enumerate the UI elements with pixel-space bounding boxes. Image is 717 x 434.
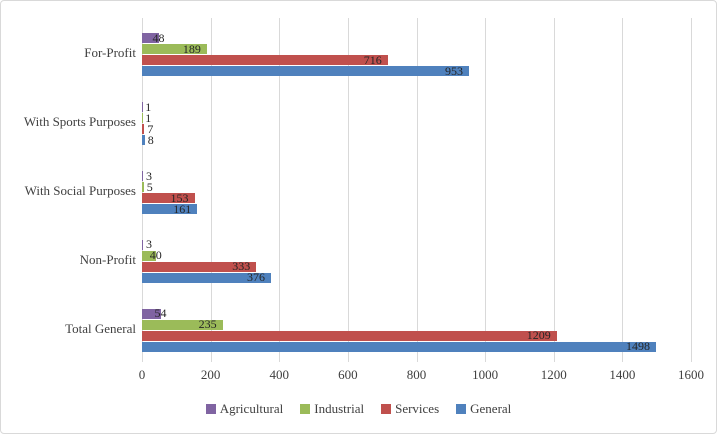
data-label-general-5: 1498 (626, 339, 650, 354)
legend-item-agricultural: Agricultural (205, 401, 284, 417)
plot-area: 48 189 716 953 1 1 7 8 3 5 153 161 3 40 333 376 54 235 120… (142, 18, 692, 362)
category-label-5: Total General (65, 320, 136, 336)
tick-label-1000: 1000 (472, 367, 499, 382)
legend-swatch-industrial (300, 404, 311, 414)
gridline-600 (348, 18, 349, 362)
legend-label-industrial: Industrial (314, 401, 365, 416)
tick-label-200: 200 (200, 367, 221, 382)
bar-agricultural-5 (142, 308, 161, 319)
category-label-2: With Sports Purposes (23, 114, 136, 130)
bar-general-3 (142, 204, 198, 214)
data-label-services-1: 716 (363, 52, 382, 67)
data-label-general-4: 376 (247, 270, 265, 285)
legend-swatch-general (456, 404, 467, 414)
data-label-industrial-2: 1 (145, 110, 152, 125)
bar-industrial-3 (142, 182, 144, 192)
tick-label-1600: 1600 (678, 367, 704, 382)
legend-label-agricultural: Agricultural (219, 401, 284, 416)
data-label-industrial-3: 5 (146, 179, 153, 194)
gridline-400 (279, 18, 280, 362)
legend-swatch-services (381, 404, 392, 414)
gridline-1600 (691, 18, 692, 362)
data-label-industrial-5: 235 (198, 317, 217, 332)
bar-industrial-1 (142, 44, 207, 55)
legend-label-general: General (470, 401, 512, 416)
bar-agricultural-4 (142, 239, 143, 250)
bar-industrial-5 (142, 319, 223, 330)
data-label-general-1: 953 (445, 63, 463, 78)
gridline-1200 (554, 18, 555, 362)
bar-agricultural-1 (142, 33, 159, 44)
data-label-agricultural-1: 48 (152, 30, 165, 45)
data-label-agricultural-4: 3 (146, 237, 152, 252)
tick-label-1400: 1400 (609, 367, 636, 382)
bar-services-2 (142, 124, 145, 135)
tick-label-1200: 1200 (540, 367, 567, 382)
bar-agricultural-2 (142, 102, 143, 113)
category-label-1: For-Profit (84, 45, 136, 61)
data-label-services-5: 1209 (526, 328, 551, 343)
data-label-services-3: 153 (170, 190, 189, 205)
legend-swatch-agricultural (205, 404, 216, 414)
data-label-services-4: 333 (232, 259, 251, 274)
bar-industrial-4 (142, 250, 156, 261)
bar-general-4 (142, 272, 271, 283)
data-label-industrial-1: 189 (182, 41, 201, 56)
data-label-general-3: 161 (173, 201, 192, 216)
tick-label-0: 0 (138, 367, 146, 382)
bar-services-3 (142, 193, 195, 203)
tick-label-800: 800 (406, 367, 427, 382)
data-label-agricultural-5: 54 (154, 306, 167, 321)
bar-industrial-2 (142, 113, 143, 124)
legend-item-services: Services (381, 401, 439, 417)
bar-general-2 (142, 135, 145, 146)
data-label-general-2: 8 (147, 132, 154, 147)
bar-general-1 (142, 66, 469, 77)
bar-services-5 (142, 330, 557, 341)
tick-label-400: 400 (269, 367, 290, 382)
category-label-3: With Social Purposes (24, 183, 136, 198)
tick-label-600: 600 (338, 367, 358, 382)
gridline-800 (417, 18, 418, 362)
gridline-1000 (485, 18, 486, 362)
bar-agricultural-3 (142, 171, 143, 181)
legend-item-industrial: Industrial (300, 401, 364, 417)
category-label-4: Non-Profit (79, 251, 136, 267)
legend-item-general: General (456, 401, 511, 417)
legend-label-services: Services (395, 401, 440, 416)
gridline-200 (211, 18, 212, 362)
data-label-agricultural-3: 3 (146, 168, 152, 183)
legend: Agricultural Industrial Services General (1, 401, 716, 417)
data-label-agricultural-2: 1 (145, 99, 152, 114)
bar-general-5 (142, 341, 656, 352)
gridline-1400 (622, 18, 623, 362)
data-label-services-2: 7 (147, 121, 154, 136)
data-label-industrial-4: 40 (149, 248, 162, 263)
bar-services-1 (142, 55, 388, 66)
bar-services-4 (142, 261, 257, 272)
